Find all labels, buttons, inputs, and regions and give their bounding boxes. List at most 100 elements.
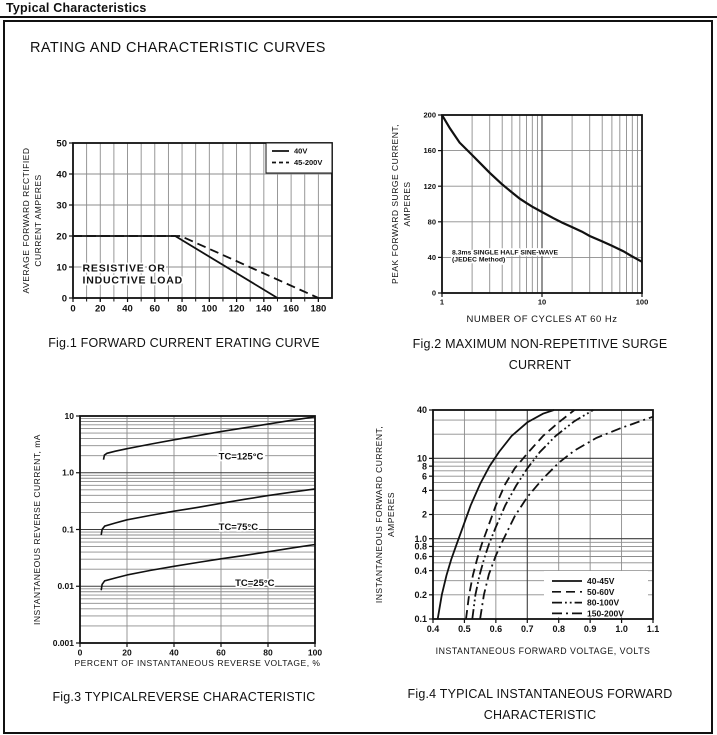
fig2-surge-current-chart: 1 10 100 0 40 80 120 160 200 PEAK FORWARD SURGE C… xyxy=(390,111,649,325)
svg-text:0.9: 0.9 xyxy=(584,624,597,634)
fig4-caption-line1: Fig.4 TYPICAL INSTANTANEOUS FORWARD xyxy=(407,687,673,701)
svg-text:0: 0 xyxy=(62,293,67,304)
curve-TC=25°C xyxy=(100,543,316,591)
curve-80-100V xyxy=(471,409,594,620)
fig2-caption-line1: Fig.2 MAXIMUM NON-REPETITIVE SURGE xyxy=(412,337,668,351)
svg-text:0.5: 0.5 xyxy=(458,624,471,634)
svg-text:160: 160 xyxy=(283,304,299,315)
svg-text:20: 20 xyxy=(95,304,106,315)
svg-text:AMPERES: AMPERES xyxy=(386,492,396,537)
svg-text:TC=25°C: TC=25°C xyxy=(235,578,275,589)
svg-text:120: 120 xyxy=(423,182,436,191)
svg-text:8.3ms SINGLE HALF SINE-WAVE: 8.3ms SINGLE HALF SINE-WAVE xyxy=(452,249,558,256)
svg-text:50: 50 xyxy=(56,138,67,149)
svg-text:200: 200 xyxy=(423,111,436,120)
svg-text:PEAK FORWARD SURGE CURRENT,: PEAK FORWARD SURGE CURRENT, xyxy=(390,124,400,284)
fig4-caption: Fig.4 TYPICAL INSTANTANEOUS FORWARD CHAR… xyxy=(364,684,716,726)
annotations: 8.3ms SINGLE HALF SINE-WAVE(JEDEC Method… xyxy=(450,248,560,266)
series xyxy=(441,114,643,263)
svg-text:1.1: 1.1 xyxy=(647,624,660,634)
svg-text:1.0: 1.0 xyxy=(414,534,427,544)
svg-text:8: 8 xyxy=(422,461,427,471)
svg-text:40: 40 xyxy=(169,648,179,658)
axis-ticks-and-labels: 0 20 40 60 80 100 120 140 160 180 0 10 20 30 40 50 xyxy=(56,138,326,314)
fig4-caption-line2: CHARACTERISTIC xyxy=(483,708,597,722)
axis-titles: INSTANTANEOUS FORWARD CURRENT, AMPERES INS… xyxy=(374,426,650,656)
svg-text:NUMBER OF CYCLES AT 60 Hz: NUMBER OF CYCLES AT 60 Hz xyxy=(467,314,618,325)
gridlines xyxy=(73,143,332,298)
svg-text:20: 20 xyxy=(56,231,67,242)
title-underline xyxy=(0,16,717,18)
svg-text:0.7: 0.7 xyxy=(521,624,534,634)
svg-text:180: 180 xyxy=(310,304,326,315)
fig2-caption-line2: CURRENT xyxy=(508,358,572,372)
svg-text:0.01: 0.01 xyxy=(57,581,74,591)
svg-text:1.0: 1.0 xyxy=(62,468,74,478)
svg-text:0.1: 0.1 xyxy=(62,524,74,534)
svg-text:AVERAGE FORWARD RECTIFIED: AVERAGE FORWARD RECTIFIED xyxy=(21,148,31,294)
svg-text:0.6: 0.6 xyxy=(490,624,503,634)
svg-text:80-100V: 80-100V xyxy=(587,598,619,608)
svg-text:45-200V: 45-200V xyxy=(294,158,322,167)
fig1-caption: Fig.1 FORWARD CURRENT ERATING CURVE xyxy=(8,333,360,354)
fig3-caption: Fig.3 TYPICALREVERSE CHARACTERISTIC xyxy=(8,687,360,708)
curve-40V xyxy=(73,235,278,299)
curve-TC=75°C xyxy=(100,488,316,536)
svg-text:10: 10 xyxy=(65,411,75,421)
svg-text:60: 60 xyxy=(150,304,161,315)
svg-text:40: 40 xyxy=(122,304,133,315)
svg-text:INDUCTIVE LOAD: INDUCTIVE LOAD xyxy=(83,274,183,286)
svg-text:(JEDEC Method): (JEDEC Method) xyxy=(452,257,505,264)
svg-text:40V: 40V xyxy=(294,147,307,156)
svg-text:0.8: 0.8 xyxy=(552,624,565,634)
curve-50-60V xyxy=(465,409,575,620)
svg-text:0.001: 0.001 xyxy=(53,638,75,648)
svg-text:10: 10 xyxy=(56,262,67,273)
svg-text:0: 0 xyxy=(70,304,75,315)
svg-text:PERCENT OF INSTANTANEOUS REVER: PERCENT OF INSTANTANEOUS REVERSE VOLTAGE… xyxy=(74,658,320,668)
fig1-forward-current-derating-chart: 0 20 40 60 80 100 120 140 160 180 0 10 20 30 40 50 AVERA… xyxy=(21,138,333,315)
gridlines xyxy=(80,416,315,643)
svg-text:40: 40 xyxy=(428,253,436,262)
svg-text:TC=125°C: TC=125°C xyxy=(219,452,264,463)
axis-titles: PEAK FORWARD SURGE CURRENT, AMPERES NUMBER… xyxy=(390,124,618,325)
svg-text:140: 140 xyxy=(256,304,272,315)
svg-text:120: 120 xyxy=(229,304,245,315)
svg-text:1: 1 xyxy=(440,298,444,307)
series xyxy=(73,235,319,299)
svg-text:INSTANTANEOUS FORWARD VOLTAGE,: INSTANTANEOUS FORWARD VOLTAGE, VOLTS xyxy=(436,646,651,656)
svg-text:160: 160 xyxy=(423,146,436,155)
svg-text:0.8: 0.8 xyxy=(414,542,427,552)
plot-border xyxy=(72,142,333,299)
svg-text:60: 60 xyxy=(216,648,226,658)
svg-text:0.1: 0.1 xyxy=(414,614,427,624)
curve-surge-current xyxy=(441,114,643,263)
svg-text:RESISTIVE OR: RESISTIVE OR xyxy=(83,262,166,274)
series xyxy=(436,409,654,620)
svg-text:0.6: 0.6 xyxy=(414,552,427,562)
svg-text:40: 40 xyxy=(417,405,427,415)
page-title: Typical Characteristics xyxy=(6,1,147,15)
fig1-caption-line: Fig.1 FORWARD CURRENT ERATING CURVE xyxy=(48,336,320,350)
axis-ticks-and-labels: 0 20 40 60 80 100 10 1.0 0.1 0.01 0.001 xyxy=(53,411,323,658)
svg-text:AMPERES: AMPERES xyxy=(402,181,412,226)
svg-text:TC=75°C: TC=75°C xyxy=(219,522,259,533)
gridlines xyxy=(442,115,642,293)
fig2-caption: Fig.2 MAXIMUM NON-REPETITIVE SURGE CURRE… xyxy=(364,334,716,376)
series xyxy=(100,416,316,591)
annotations: TC=125°C TC=75°C TC=25°C xyxy=(217,450,277,591)
svg-text:50-60V: 50-60V xyxy=(587,587,615,597)
axis-ticks-and-labels: 0.4 0.5 0.6 0.7 0.8 0.9 1.0 1.1401086421.00.80.… xyxy=(414,405,659,634)
svg-text:INSTANTANEOUS REVERSE CURRENT,: INSTANTANEOUS REVERSE CURRENT, mA xyxy=(32,434,42,625)
curve-TC=125°C xyxy=(102,416,316,460)
svg-text:0.2: 0.2 xyxy=(414,590,427,600)
legend: 40V 45-200V xyxy=(265,142,333,174)
svg-text:INSTANTANEOUS FORWARD CURRENT,: INSTANTANEOUS FORWARD CURRENT, xyxy=(374,426,384,603)
svg-text:100: 100 xyxy=(636,298,649,307)
fig3-reverse-characteristic-chart: 0 20 40 60 80 100101.00.10.010.001INSTANTANEO… xyxy=(32,411,323,668)
svg-text:0: 0 xyxy=(78,648,83,658)
fig4-forward-characteristic-chart: 0.4 0.5 0.6 0.7 0.8 0.9 1.0 1.1401086421.00.80.… xyxy=(374,405,659,656)
